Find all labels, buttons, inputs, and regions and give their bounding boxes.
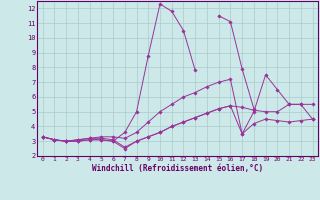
X-axis label: Windchill (Refroidissement éolien,°C): Windchill (Refroidissement éolien,°C)	[92, 164, 263, 173]
